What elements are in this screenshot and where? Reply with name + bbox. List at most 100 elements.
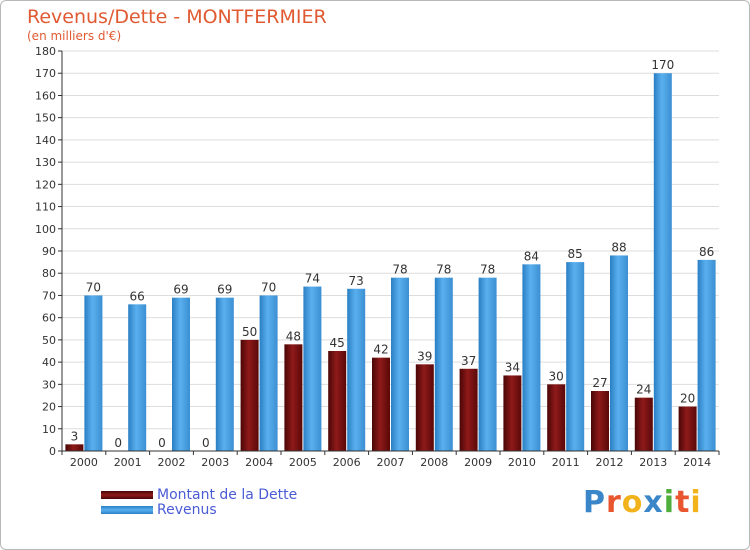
x-tick-label: 2006 — [333, 456, 361, 469]
bar-revenus-2009 — [478, 277, 497, 451]
y-tick-label: 180 — [35, 45, 56, 58]
x-tick-label: 2004 — [245, 456, 273, 469]
y-tick-label: 140 — [35, 134, 56, 147]
logo-letter: P — [583, 485, 606, 520]
bar-revenus-2014 — [697, 259, 716, 451]
bar-dette-2011 — [547, 384, 566, 451]
axes: 0102030405060708090100110120130140150160… — [35, 45, 720, 469]
bar-dette-2010 — [503, 375, 522, 451]
legend-swatch-revenus — [101, 506, 153, 514]
logo-letter: i — [663, 485, 676, 520]
bar-dette-2014 — [678, 406, 697, 451]
legend-item-dette: Montant de la Dette — [101, 487, 297, 503]
label-dette-2002: 0 — [158, 436, 166, 450]
y-tick-label: 130 — [35, 156, 56, 169]
label-revenus-2006: 73 — [349, 274, 364, 288]
label-revenus-2008: 78 — [436, 263, 451, 277]
bar-revenus-2012 — [610, 255, 628, 451]
bar-dette-2006 — [328, 351, 347, 451]
x-tick-label: 2011 — [552, 456, 580, 469]
x-tick-label: 2007 — [377, 456, 405, 469]
bar-revenus-2005 — [303, 286, 322, 451]
bar-revenus-2002 — [172, 297, 190, 451]
label-revenus-2003: 69 — [217, 283, 232, 297]
bar-dette-2004 — [240, 339, 259, 451]
y-tick-label: 40 — [42, 356, 56, 369]
bar-revenus-2010 — [522, 264, 541, 451]
x-tick-label: 2002 — [158, 456, 186, 469]
logo-letter: x — [643, 485, 664, 520]
y-tick-label: 160 — [35, 89, 56, 102]
bars — [65, 73, 716, 451]
label-revenus-2002: 69 — [173, 283, 188, 297]
y-tick-label: 70 — [42, 289, 56, 302]
label-dette-2004: 50 — [242, 325, 257, 339]
value-labels: 3 70 0 66 0 69 0 69 50 70 48 74 45 73 42 78 39 78 37 78 34 84… — [71, 58, 715, 450]
label-revenus-2007: 78 — [392, 263, 407, 277]
label-revenus-2012: 88 — [611, 240, 626, 254]
chart-subtitle: (en milliers d'€) — [27, 29, 122, 43]
y-tick-label: 90 — [42, 245, 56, 258]
bar-revenus-2004 — [259, 295, 278, 451]
x-tick-label: 2003 — [201, 456, 229, 469]
label-revenus-2004: 70 — [261, 280, 276, 294]
logo-letter: t — [675, 485, 691, 520]
label-dette-2014: 20 — [680, 392, 695, 406]
bar-dette-2009 — [459, 368, 478, 451]
bar-dette-2008 — [415, 364, 434, 451]
label-dette-2010: 34 — [505, 360, 520, 374]
y-tick-label: 0 — [49, 445, 56, 458]
y-tick-label: 50 — [42, 334, 56, 347]
label-dette-2007: 42 — [373, 343, 388, 357]
legend-swatch-dette — [101, 491, 153, 499]
logo-letter: r — [606, 485, 622, 520]
y-tick-label: 120 — [35, 178, 56, 191]
label-revenus-2009: 78 — [480, 263, 495, 277]
x-tick-label: 2008 — [420, 456, 448, 469]
bar-dette-2012 — [591, 391, 609, 451]
y-tick-label: 30 — [42, 378, 56, 391]
y-tick-label: 60 — [42, 312, 56, 325]
bar-dette-2000 — [65, 444, 84, 451]
logo-letter: i — [690, 485, 702, 520]
y-tick-label: 20 — [42, 401, 56, 414]
label-dette-2009: 37 — [461, 354, 476, 368]
bar-revenus-2006 — [347, 288, 366, 451]
label-revenus-2005: 74 — [305, 272, 320, 286]
y-tick-label: 80 — [42, 267, 56, 280]
legend-item-revenus: Revenus — [101, 502, 217, 518]
label-revenus-2014: 86 — [699, 245, 714, 259]
y-tick-label: 10 — [42, 423, 56, 436]
legend-label-revenus: Revenus — [157, 502, 217, 518]
chart-title: Revenus/Dette - MONTFERMIER — [27, 6, 327, 28]
label-dette-2003: 0 — [202, 436, 210, 450]
bar-dette-2013 — [634, 397, 653, 451]
label-revenus-2000: 70 — [86, 280, 101, 294]
x-tick-label: 2012 — [596, 456, 624, 469]
y-tick-label: 170 — [35, 67, 56, 80]
grid-lines — [62, 50, 719, 430]
bar-revenus-2000 — [84, 295, 103, 451]
bar-revenus-2007 — [391, 277, 409, 451]
label-dette-2012: 27 — [592, 376, 607, 390]
legend-label-dette: Montant de la Dette — [157, 487, 298, 503]
x-tick-label: 2001 — [114, 456, 142, 469]
label-dette-2006: 45 — [330, 336, 345, 350]
bar-revenus-2008 — [434, 277, 453, 451]
y-tick-label: 100 — [35, 223, 56, 236]
label-dette-2001: 0 — [114, 436, 122, 450]
logo-letter: o — [621, 485, 644, 520]
bar-dette-2007 — [372, 357, 390, 451]
x-tick-label: 2005 — [289, 456, 317, 469]
label-dette-2005: 48 — [286, 329, 301, 343]
bar-revenus-2003 — [215, 297, 234, 451]
x-tick-label: 2010 — [508, 456, 536, 469]
label-revenus-2001: 66 — [130, 289, 145, 303]
bar-revenus-2001 — [128, 304, 147, 451]
y-tick-label: 110 — [35, 201, 56, 214]
bar-dette-2005 — [284, 344, 303, 451]
label-dette-2008: 39 — [417, 349, 432, 363]
label-dette-2011: 30 — [549, 369, 564, 383]
